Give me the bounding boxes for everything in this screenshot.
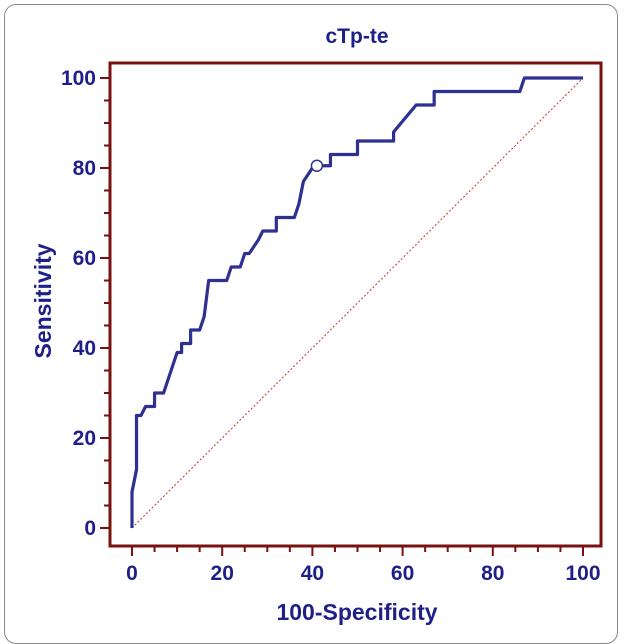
- plot-area: [108, 61, 603, 548]
- x-tick-label: 20: [211, 562, 234, 585]
- x-tick-label: 80: [481, 562, 504, 585]
- criterion-marker: [310, 159, 324, 172]
- x-axis-label: 100-Specificity: [276, 599, 437, 625]
- y-tick-label: 20: [73, 427, 96, 450]
- y-tick-label: 40: [73, 337, 96, 360]
- x-tick-label: 0: [126, 562, 138, 585]
- roc-curve: [130, 76, 583, 528]
- y-tick-label: 100: [61, 67, 96, 90]
- x-tick-label: 60: [391, 562, 414, 585]
- plot-frame: [108, 61, 603, 548]
- x-tick-label: 40: [301, 562, 324, 585]
- y-axis: 0 20 40 60 80 100: [61, 67, 110, 540]
- chart-title: cTp-te: [326, 25, 389, 48]
- x-axis: 0 20 40 60 80 100: [126, 546, 601, 585]
- roc-chart: cTp-te 0 20 40 60 80 100 0 20 40 60 80 100 Sensiti…: [30, 25, 603, 625]
- y-tick-label: 0: [84, 517, 96, 540]
- x-tick-label: 100: [565, 562, 600, 585]
- y-tick-label: 60: [73, 247, 96, 270]
- chart-panel: [4, 4, 618, 644]
- y-axis-label: Sensitivity: [30, 243, 56, 358]
- y-tick-label: 80: [73, 157, 96, 180]
